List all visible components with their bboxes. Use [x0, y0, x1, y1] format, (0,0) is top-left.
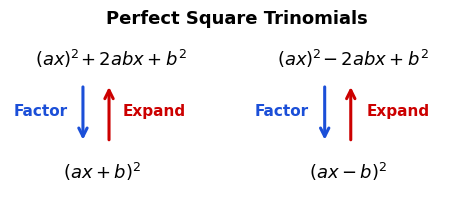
Text: $(ax)^2\!+2abx+b^2$: $(ax)^2\!+2abx+b^2$	[36, 48, 187, 70]
Text: Expand: Expand	[122, 104, 186, 119]
Text: Factor: Factor	[13, 104, 67, 119]
Text: Factor: Factor	[255, 104, 309, 119]
Text: $(ax+b)^2$: $(ax+b)^2$	[63, 161, 141, 183]
Text: $(ax-b)^2$: $(ax-b)^2$	[310, 161, 387, 183]
Text: Perfect Square Trinomials: Perfect Square Trinomials	[106, 10, 368, 28]
Text: Expand: Expand	[366, 104, 430, 119]
Text: $(ax)^2\!-2abx+b^2$: $(ax)^2\!-2abx+b^2$	[277, 48, 429, 70]
